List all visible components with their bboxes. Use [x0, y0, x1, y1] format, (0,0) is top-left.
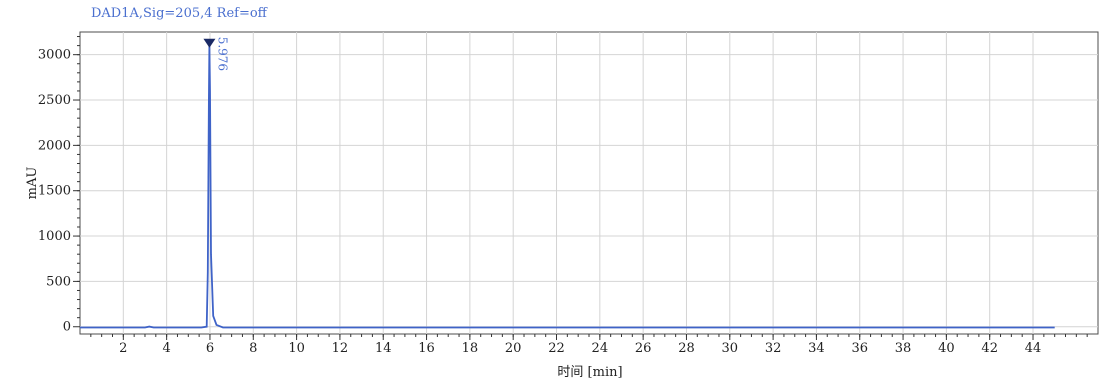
x-tick-label: 26 [635, 341, 652, 356]
y-axis-label: mAU [25, 167, 40, 200]
x-tick-label: 24 [592, 341, 609, 356]
peak-marker [203, 38, 216, 48]
peak-label: 5.976 [215, 37, 229, 71]
x-tick-label: 16 [418, 341, 435, 356]
x-tick-label: 40 [938, 341, 955, 356]
x-tick-label: 32 [765, 341, 782, 356]
x-tick-label: 28 [678, 341, 695, 356]
x-tick-label: 44 [1025, 341, 1042, 356]
x-tick-label: 20 [505, 341, 522, 356]
y-tick-label: 2500 [38, 93, 71, 108]
x-tick-label: 38 [895, 341, 912, 356]
x-tick-label: 12 [332, 341, 349, 356]
peak-markers: 5.976 [203, 37, 229, 71]
x-tick-label: 10 [288, 341, 305, 356]
x-tick-label: 42 [981, 341, 998, 356]
y-tick-label: 0 [63, 320, 71, 335]
x-tick-label: 8 [249, 341, 257, 356]
y-tick-label: 500 [46, 274, 71, 289]
x-tick-label: 18 [462, 341, 479, 356]
x-tick-label: 2 [119, 341, 127, 356]
y-tick-label: 3000 [38, 48, 71, 63]
x-tick-label: 22 [548, 341, 565, 356]
chart-title: DAD1A,Sig=205,4 Ref=off [91, 6, 269, 21]
y-tick-label: 2000 [38, 138, 71, 153]
x-axis-label: 时间 [min] [557, 365, 622, 380]
x-tick-label: 34 [808, 341, 825, 356]
signal-trace [80, 44, 1055, 329]
y-tick-label: 1500 [38, 184, 71, 199]
x-tick-label: 30 [722, 341, 739, 356]
y-axis-ticks: 0 500 1000 1500 2000 2500 3000 [38, 36, 80, 335]
x-tick-label: 6 [206, 341, 214, 356]
x-axis-ticks: 2 4 6 8 10 12 14 16 18 20 22 24 26 28 30 32 34 36 38 40 42 44 [90, 334, 1088, 356]
x-tick-label: 4 [162, 341, 170, 356]
x-tick-label: 36 [851, 341, 868, 356]
y-tick-label: 1000 [38, 229, 71, 244]
x-tick-label: 14 [375, 341, 392, 356]
plot-area [79, 31, 1099, 335]
